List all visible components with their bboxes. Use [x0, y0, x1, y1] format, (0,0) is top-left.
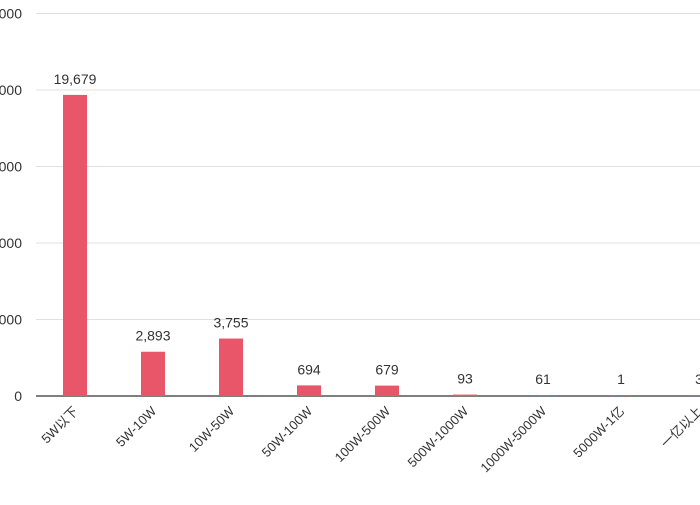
grid-layer — [36, 13, 700, 397]
x-tick-labels: 5W以下 5W-10W 10W-50W 50W-100W 100W-500W 500W-1… — [38, 403, 700, 475]
bar — [219, 338, 243, 396]
bar-value-label: 1 — [617, 371, 625, 387]
x-tick-label: 100W-500W — [332, 403, 394, 465]
bar-value-label: 2,893 — [135, 328, 170, 344]
y-tick-label: 5,000 — [0, 312, 22, 328]
x-tick-label: 500W-1000W — [404, 403, 471, 470]
x-tick-label: 50W-100W — [259, 403, 316, 460]
bar-value-label: 61 — [535, 371, 551, 387]
bar-value-label: 3 — [695, 371, 700, 387]
bar — [453, 394, 477, 396]
bar — [297, 385, 321, 396]
x-tick-label: 10W-50W — [186, 403, 238, 455]
bar-value-labels: 19,679 2,893 3,755 694 679 93 61 1 3 — [54, 71, 700, 387]
y-tick-label: 10,000 — [0, 235, 22, 251]
bar — [531, 395, 555, 396]
bar-value-label: 3,755 — [213, 315, 248, 331]
bar-value-label: 679 — [375, 362, 399, 378]
bar — [687, 395, 700, 396]
y-tick-label: 15,000 — [0, 159, 22, 175]
bar — [141, 351, 165, 396]
bar — [375, 385, 399, 396]
x-tick-label: 5W-10W — [113, 403, 160, 450]
bar-value-label: 93 — [457, 371, 473, 387]
y-tick-label: 20,000 — [0, 82, 22, 98]
x-tick-label: 一亿以上 — [658, 404, 700, 451]
x-tick-label: 5W以下 — [38, 404, 81, 447]
bars — [63, 94, 700, 396]
bar — [609, 395, 633, 396]
y-tick-label: 0 — [14, 388, 22, 404]
bar-value-label: 694 — [297, 361, 321, 377]
y-tick-label: 25,000 — [0, 6, 22, 22]
x-tick-label: 5000W-1亿 — [570, 404, 627, 461]
bar — [63, 94, 87, 396]
y-tick-labels: 0 5,000 10,000 15,000 20,000 25,000 — [0, 6, 22, 405]
bar-value-label: 19,679 — [54, 71, 97, 87]
x-tick-label: 1000W-5000W — [477, 403, 549, 475]
